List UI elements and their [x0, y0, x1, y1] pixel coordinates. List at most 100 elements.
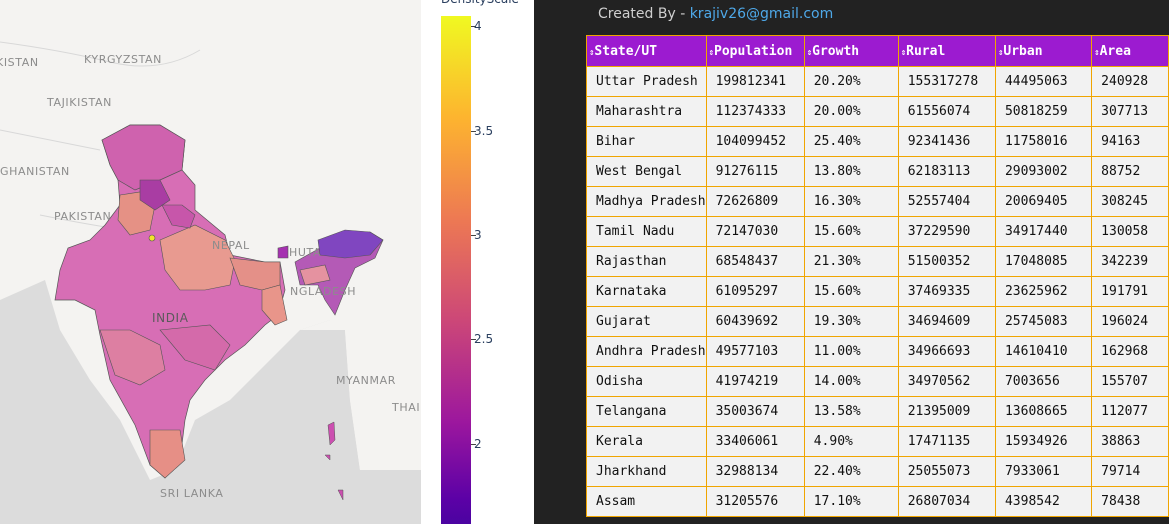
table-cell: 35003674	[705, 396, 805, 427]
delhi-region[interactable]	[148, 234, 156, 242]
table-cell: 61095297	[705, 276, 805, 307]
table-cell: 60439692	[705, 306, 805, 337]
sort-icon[interactable]: ⇕	[708, 47, 714, 58]
table-row[interactable]: Kerala 33406061 4.90% 17471135 15934926 38863	[586, 426, 1169, 457]
column-header-label: Population	[714, 43, 793, 59]
table-cell: 307713	[1091, 96, 1169, 127]
table-cell: 130058	[1091, 216, 1169, 247]
table-row[interactable]: Assam 31205576 17.10% 26807034 4398542 78438	[586, 486, 1169, 517]
state-table: ⇕State/UT ⇕Population ⇕Growth ⇕Rural ⇕Urban ⇕…	[586, 35, 1169, 517]
table-cell: Rajasthan	[586, 246, 707, 277]
table-cell: Assam	[586, 486, 707, 517]
uttarakhand-region[interactable]	[161, 204, 196, 229]
table-cell: 88752	[1091, 156, 1169, 187]
table-cell: 94163	[1091, 126, 1169, 157]
column-header-rural[interactable]: ⇕Rural	[897, 35, 996, 67]
myanmar-land	[300, 250, 421, 470]
table-cell: 11758016	[994, 126, 1093, 157]
table-cell: 34966693	[897, 336, 996, 367]
map-svg[interactable]: KISTAN KYRGYZSTAN TAJIKISTAN GHANISTAN P…	[0, 0, 421, 524]
table-row[interactable]: Madhya Pradesh 72626809 16.30% 52557404 2006…	[586, 186, 1169, 217]
table-cell: 4398542	[994, 486, 1093, 517]
table-cell: 16.30%	[803, 186, 899, 217]
choropleth-map[interactable]: KISTAN KYRGYZSTAN TAJIKISTAN GHANISTAN P…	[0, 0, 421, 524]
sort-icon[interactable]: ⇕	[1094, 47, 1100, 58]
table-cell: Tamil Nadu	[586, 216, 707, 247]
table-cell: 79714	[1091, 456, 1169, 487]
table-cell: 25055073	[897, 456, 996, 487]
odisha-region[interactable]	[159, 324, 231, 371]
table-cell: 25745083	[994, 306, 1093, 337]
andaman-islands[interactable]	[324, 421, 344, 501]
column-header-urban[interactable]: ⇕Urban	[994, 35, 1093, 67]
table-cell: 78438	[1091, 486, 1169, 517]
sikkim-region[interactable]	[277, 245, 289, 259]
sort-icon[interactable]: ⇕	[806, 47, 813, 58]
table-cell: 342239	[1091, 246, 1169, 277]
maharashtra-region[interactable]	[99, 329, 166, 386]
table-row[interactable]: Jharkhand 32988134 22.40% 25055073 7933061 79…	[586, 456, 1169, 487]
table-cell: 112077	[1091, 396, 1169, 427]
table-cell: 26807034	[897, 486, 996, 517]
email-link[interactable]: krajiv26@gmail.com	[689, 6, 834, 22]
table-header-row: ⇕State/UT ⇕Population ⇕Growth ⇕Rural ⇕Urban ⇕…	[586, 35, 1169, 67]
table-cell: Telangana	[586, 396, 707, 427]
table-cell: 15.60%	[803, 216, 899, 247]
india-mainland[interactable]	[54, 124, 286, 479]
column-header-state-ut[interactable]: ⇕State/UT	[586, 35, 707, 67]
column-header-label: Growth	[812, 43, 860, 59]
sort-icon[interactable]: ⇕	[997, 47, 1004, 58]
sort-icon[interactable]: ⇕	[900, 47, 907, 58]
label-tajikistan: TAJIKISTAN	[46, 96, 112, 109]
table-cell: 41974219	[705, 366, 805, 397]
table-row[interactable]: Tamil Nadu 72147030 15.60% 37229590 34917440…	[586, 216, 1169, 247]
table-row[interactable]: Gujarat 60439692 19.30% 34694609 25745083 196…	[586, 306, 1169, 337]
table-cell: 162968	[1091, 336, 1169, 367]
table-cell: 91276115	[705, 156, 805, 187]
label-bangladesh: NGLADESH	[290, 285, 356, 298]
table-cell: 62183113	[897, 156, 996, 187]
table-cell: Uttar Pradesh	[586, 66, 707, 97]
table-row[interactable]: West Bengal 91276115 13.80% 62183113 2909300…	[586, 156, 1169, 187]
tamil-nadu-region[interactable]	[149, 429, 186, 479]
label-pakistan: PAKISTAN	[54, 210, 111, 223]
table-cell: 50818259	[994, 96, 1093, 127]
table-row[interactable]: Maharashtra 112374333 20.00% 61556074 508182…	[586, 96, 1169, 127]
table-row[interactable]: Uttar Pradesh 199812341 20.20% 155317278 444…	[586, 66, 1169, 97]
table-row[interactable]: Bihar 104099452 25.40% 92341436 11758016 9416…	[586, 126, 1169, 157]
table-cell: 104099452	[705, 126, 805, 157]
column-header-label: Area	[1099, 43, 1131, 59]
credit-prefix: Created By -	[598, 6, 690, 22]
table-cell: 49577103	[705, 336, 805, 367]
table-cell: 14.00%	[803, 366, 899, 397]
table-cell: 17048085	[994, 246, 1093, 277]
table-cell: 191791	[1091, 276, 1169, 307]
colorbar-label-2-5: 2.5	[474, 332, 494, 346]
table-cell: 15934926	[994, 426, 1093, 457]
west-bengal-region[interactable]	[261, 284, 288, 326]
colorbar: DensityScale 4 3.5 3 2.5 2	[421, 0, 534, 524]
table-cell: 17.10%	[803, 486, 899, 517]
column-header-growth[interactable]: ⇕Growth	[803, 35, 899, 67]
jammu-kashmir-region[interactable]	[101, 124, 186, 191]
label-thailand: THAI	[391, 401, 420, 414]
table-cell: 34694609	[897, 306, 996, 337]
sort-icon[interactable]: ⇕	[589, 47, 595, 58]
credit-line: Created By - krajiv26@gmail.com	[598, 6, 833, 22]
table-cell: 32988134	[705, 456, 805, 487]
colorbar-tick	[471, 26, 476, 27]
table-row[interactable]: Odisha 41974219 14.00% 34970562 7003656 15570…	[586, 366, 1169, 397]
label-sri-lanka: SRI LANKA	[160, 487, 223, 500]
table-cell: 33406061	[705, 426, 805, 457]
table-row[interactable]: Telangana 35003674 13.58% 21395009 13608665 1…	[586, 396, 1169, 427]
table-row[interactable]: Rajasthan 68548437 21.30% 51500352 17048085 3…	[586, 246, 1169, 277]
column-header-population[interactable]: ⇕Population	[705, 35, 805, 67]
colorbar-label-4: 4	[474, 19, 482, 33]
table-row[interactable]: Andhra Pradesh 49577103 11.00% 34966693 1461…	[586, 336, 1169, 367]
table-cell: Madhya Pradesh	[586, 186, 707, 217]
arunachal-region[interactable]	[317, 229, 384, 259]
uttar-pradesh-region[interactable]	[159, 224, 236, 291]
meghalaya-region[interactable]	[299, 264, 331, 286]
table-row[interactable]: Karnataka 61095297 15.60% 37469335 23625962 1…	[586, 276, 1169, 307]
column-header-area[interactable]: ⇕Area	[1091, 35, 1169, 67]
